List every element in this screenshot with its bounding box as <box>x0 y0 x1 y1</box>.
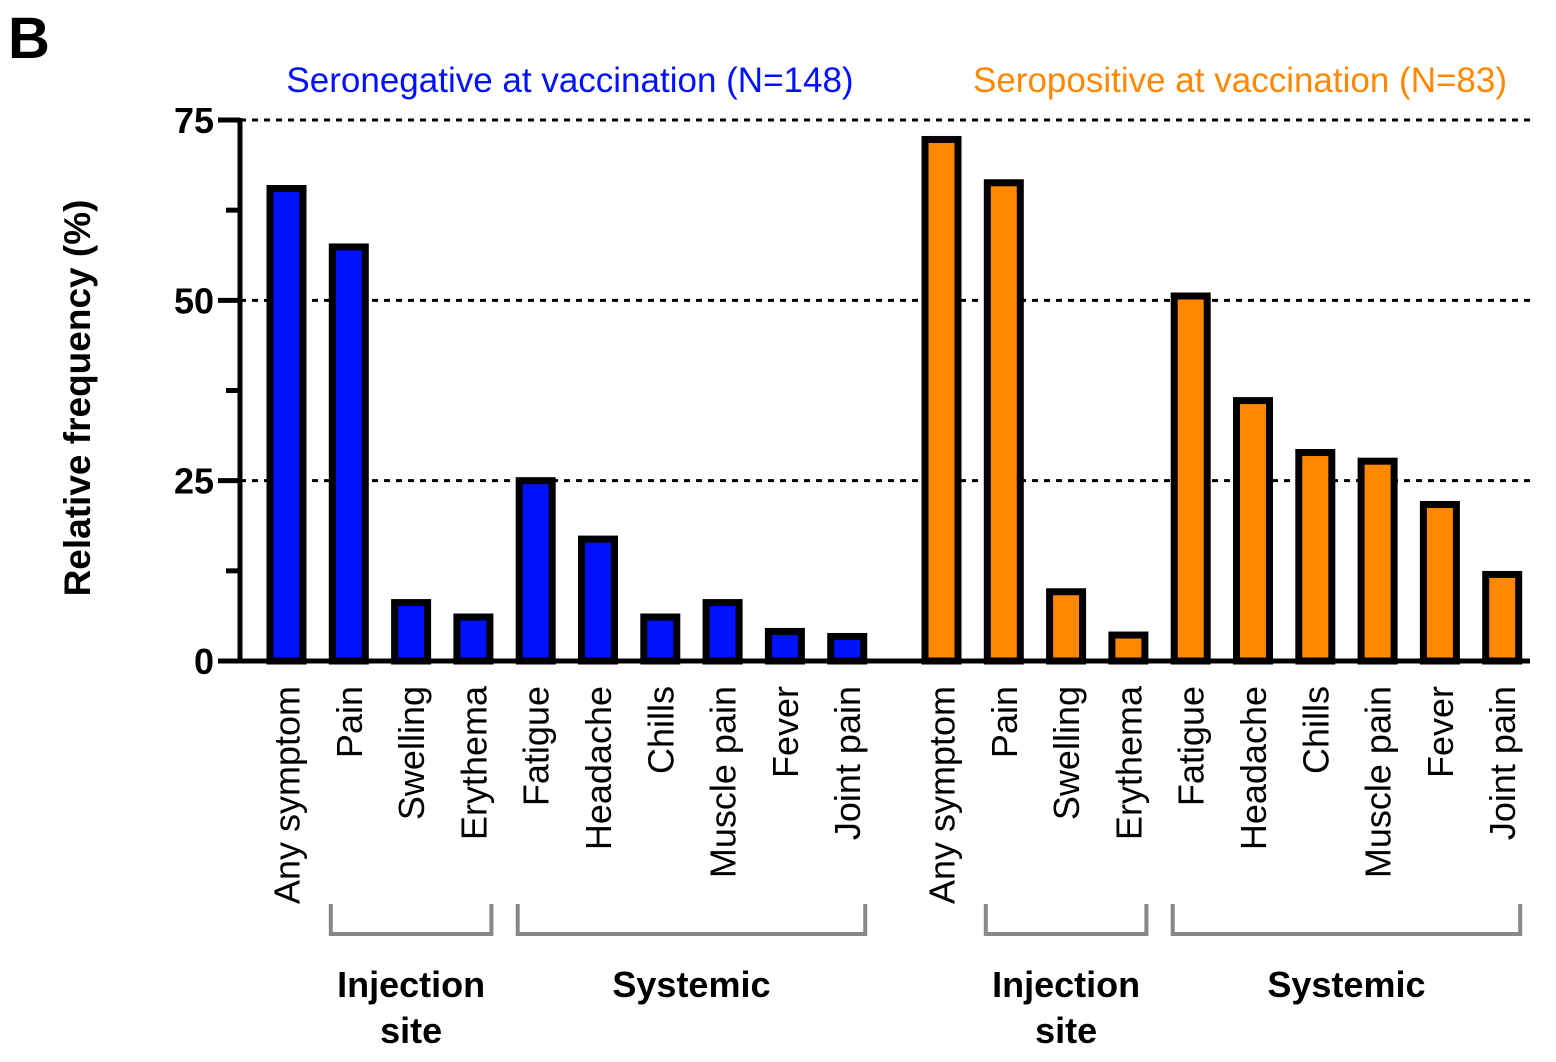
bar-seropositive-any-symptom <box>921 135 962 665</box>
x-tick-label-seropositive-fatigue: Fatigue <box>1171 686 1212 806</box>
x-tick-label-seronegative-muscle-pain: Muscle pain <box>703 686 744 878</box>
bracket-seropositive-0 <box>983 904 1149 936</box>
x-tick-label-seropositive-headache: Headache <box>1233 686 1274 850</box>
x-tick-label-seronegative-any-symptom: Any symptom <box>267 686 308 904</box>
bracket-label-seropositive-1-0: Systemic <box>1267 964 1425 1005</box>
x-tick-label-seronegative-headache: Headache <box>578 686 619 850</box>
bracket-seropositive-1 <box>1170 904 1523 936</box>
bracket-label-seropositive-0-1: site <box>1035 1010 1097 1051</box>
bar-seronegative-fatigue <box>515 477 556 665</box>
y-tick-label-25: 25 <box>174 461 214 502</box>
x-tick-label-seropositive-swelling: Swelling <box>1046 686 1087 820</box>
y-tick-label-0: 0 <box>194 641 214 682</box>
bar-seronegative-chills <box>640 613 681 665</box>
bar-seropositive-swelling <box>1046 588 1087 665</box>
bar-seronegative-pain <box>328 243 369 665</box>
x-tick-label-seronegative-swelling: Swelling <box>391 686 432 820</box>
x-tick-label-seropositive-chills: Chills <box>1295 686 1336 774</box>
x-tick-label-seronegative-fatigue: Fatigue <box>516 686 557 806</box>
bar-seropositive-fever <box>1419 500 1460 665</box>
gridlines <box>240 118 1536 483</box>
bracket-label-seronegative-0-1: site <box>380 1010 442 1051</box>
bar-seropositive-joint-pain <box>1482 570 1523 665</box>
x-tick-label-seropositive-pain: Pain <box>984 686 1025 758</box>
bar-seronegative-fever <box>764 627 805 665</box>
legend-seronegative: Seronegative at vaccination (N=148) <box>286 61 853 100</box>
x-tick-labels: Any symptom Pain Swelling Erythema Fatigue He… <box>267 685 1524 904</box>
x-tick-label-seropositive-any-symptom: Any symptom <box>922 686 963 904</box>
y-axis: 0 25 50 75 <box>174 100 1530 682</box>
legend-seropositive: Seropositive at vaccination (N=83) <box>973 61 1507 100</box>
bar-seropositive-fatigue <box>1170 292 1211 665</box>
bracket-label-seropositive-0-0: Injection <box>992 964 1140 1005</box>
bar-seropositive-pain <box>983 179 1024 665</box>
x-tick-label-seropositive-muscle-pain: Muscle pain <box>1358 686 1399 878</box>
bar-seronegative-muscle-pain <box>702 599 743 665</box>
x-tick-label-seronegative-fever: Fever <box>765 686 806 778</box>
bracket-label-seronegative-1-0: Systemic <box>612 964 770 1005</box>
panel-label: B <box>8 6 50 71</box>
x-tick-label-seropositive-erythema: Erythema <box>1108 685 1149 840</box>
bar-seropositive-erythema <box>1108 631 1149 665</box>
y-axis-label: Relative frequency (%) <box>57 200 98 597</box>
bar-seropositive-chills <box>1295 449 1336 665</box>
bar-seronegative-joint-pain <box>827 632 868 665</box>
bar-seronegative-any-symptom <box>266 185 307 665</box>
x-tick-label-seronegative-pain: Pain <box>329 686 370 758</box>
x-tick-label-seropositive-joint-pain: Joint pain <box>1482 686 1523 840</box>
bar-seronegative-swelling <box>391 599 432 665</box>
bar-seropositive-headache <box>1233 397 1273 665</box>
category-brackets: Injection site Systemic Injection site System… <box>328 904 1523 1051</box>
x-tick-label-seronegative-chills: Chills <box>640 686 681 774</box>
bars <box>266 135 1523 665</box>
x-tick-label-seronegative-joint-pain: Joint pain <box>827 686 868 840</box>
bar-seropositive-muscle-pain <box>1357 457 1398 665</box>
bracket-seronegative-0 <box>328 904 494 936</box>
bracket-label-seronegative-0-0: Injection <box>337 964 485 1005</box>
bar-seronegative-erythema <box>453 613 494 665</box>
y-tick-label-50: 50 <box>174 280 214 321</box>
x-tick-label-seronegative-erythema: Erythema <box>453 685 494 840</box>
y-tick-label-75: 75 <box>174 100 214 141</box>
bar-seronegative-headache <box>578 535 618 665</box>
x-tick-label-seropositive-fever: Fever <box>1420 686 1461 778</box>
bracket-seronegative-1 <box>515 904 868 936</box>
